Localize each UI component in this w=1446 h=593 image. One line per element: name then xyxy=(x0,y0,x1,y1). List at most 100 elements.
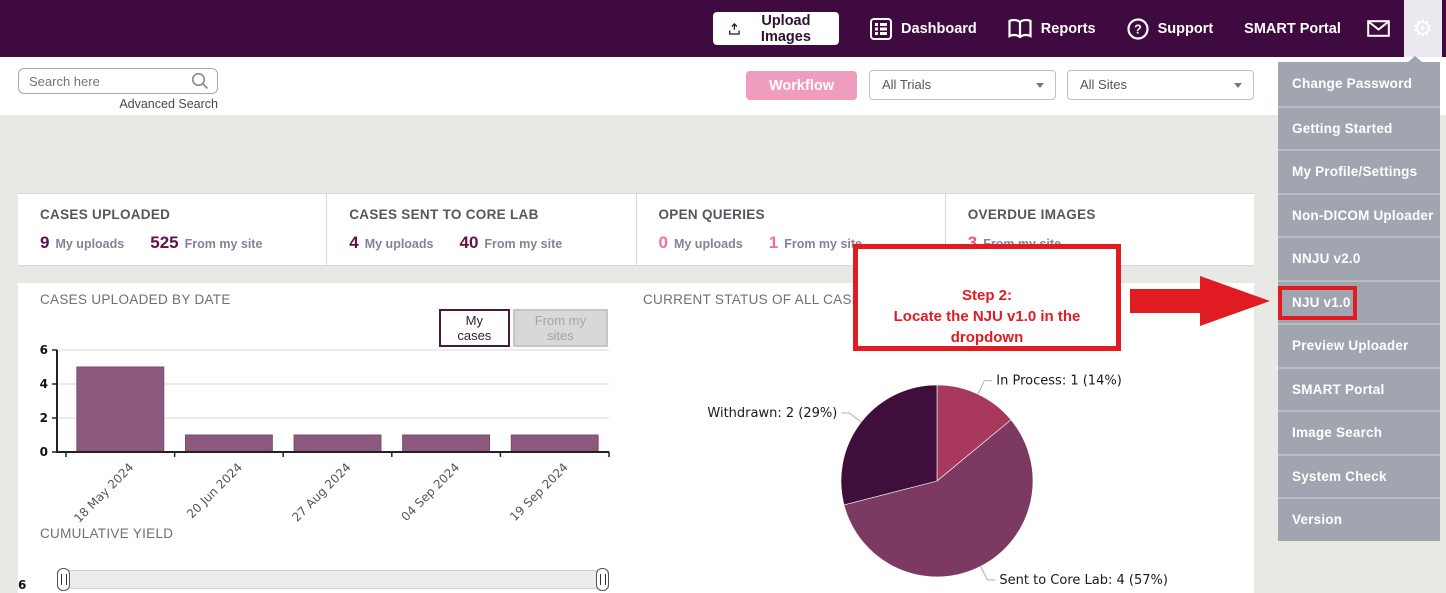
stat-card-cases-uploaded: CASES UPLOADED 9 My uploads 525 From my site xyxy=(18,194,328,265)
stat-card-title: OVERDUE IMAGES xyxy=(967,207,1096,222)
chevron-down-icon xyxy=(1234,83,1242,88)
search-icon[interactable] xyxy=(191,72,209,90)
workflow-button[interactable]: Workflow xyxy=(746,71,857,100)
menu-item-smart-portal[interactable]: SMART Portal xyxy=(1278,366,1440,411)
menu-item-preview-uploader[interactable]: Preview Uploader xyxy=(1278,323,1440,367)
slider-grip-icon xyxy=(60,574,67,585)
settings-dropdown-menu: Change Password Getting Started My Profile… xyxy=(1278,62,1440,541)
stat-value: 4 xyxy=(349,233,359,252)
pie-chart-title: CURRENT STATUS OF ALL CASES xyxy=(643,292,871,307)
svg-text:19 Sep 2024: 19 Sep 2024 xyxy=(507,460,571,524)
gear-icon: ⚙ xyxy=(1412,15,1434,41)
menu-item-change-password[interactable]: Change Password xyxy=(1278,62,1440,106)
stat-metrics: 0 My uploads 1 From my site xyxy=(659,233,945,253)
trials-dropdown[interactable]: All Trials xyxy=(869,70,1056,100)
svg-text:In Process: 1 (14%): In Process: 1 (14%) xyxy=(996,374,1121,389)
nav-item-label: SMART Portal xyxy=(1244,20,1341,37)
annotation-line: Locate the NJU v1.0 in the xyxy=(893,308,1081,325)
slider-handle-right[interactable] xyxy=(596,568,609,591)
dropdown-caret-icon xyxy=(1408,56,1422,62)
charts-panel: CASES UPLOADED BY DATE My cases From my s… xyxy=(18,283,1254,593)
red-arrow-right-icon xyxy=(1130,276,1270,326)
menu-item-nnju-v2-0[interactable]: NNJU v2.0 xyxy=(1278,236,1440,280)
stat-value: 0 xyxy=(658,233,668,252)
menu-item-nju-v1-0[interactable]: NJU v1.0 xyxy=(1278,279,1440,324)
support-icon: ? xyxy=(1126,17,1149,40)
nav-item-reports[interactable]: Reports xyxy=(1008,18,1096,39)
sites-dropdown[interactable]: All Sites xyxy=(1067,70,1254,100)
stat-metrics: 9 My uploads 525 From my site xyxy=(40,233,326,253)
nav-item-dashboard[interactable]: Dashboard xyxy=(870,17,977,40)
svg-text:?: ? xyxy=(1134,22,1142,36)
stat-value: 525 xyxy=(150,233,179,252)
nav-item-label: Support xyxy=(1157,20,1214,37)
upload-images-label: Upload Images xyxy=(760,12,811,45)
menu-item-system-check[interactable]: System Check xyxy=(1278,453,1440,498)
yield-axis-tick: 6 xyxy=(18,578,27,592)
upload-icon xyxy=(729,22,740,35)
stat-value: 3 xyxy=(967,233,978,252)
menu-item-label: Version xyxy=(1292,512,1343,528)
nav-item-label: Dashboard xyxy=(901,20,977,37)
stat-card-title: CASES UPLOADED xyxy=(40,207,171,222)
stat-card-open-queries: OPEN QUERIES 0 My uploads 1 From my site xyxy=(637,194,946,265)
svg-text:6: 6 xyxy=(40,344,48,357)
upload-images-button[interactable]: Upload Images xyxy=(713,12,840,45)
stat-value: 40 xyxy=(459,233,479,252)
menu-item-non-dicom-uploader[interactable]: Non-DICOM Uploader xyxy=(1278,192,1440,237)
svg-text:0: 0 xyxy=(40,445,48,459)
stat-value-label: From my site xyxy=(784,237,863,251)
stats-cards: CASES UPLOADED 9 My uploads 525 From my site… xyxy=(18,193,1254,266)
nav-settings-button[interactable]: ⚙ xyxy=(1403,0,1442,57)
stat-value: 1 xyxy=(768,233,779,252)
chart-toggle-group: My cases From my sites xyxy=(436,309,608,347)
menu-item-image-search[interactable]: Image Search xyxy=(1278,410,1440,454)
menu-item-label: SMART Portal xyxy=(1292,381,1385,397)
toggle-my-cases[interactable]: My cases xyxy=(439,309,510,347)
cases-uploaded-bar-chart: 0 2 4 6 18 May 2024 20 Jun 2024 27 Aug 2024 04 … xyxy=(40,344,610,525)
nav-mail-button[interactable] xyxy=(1367,20,1390,37)
search-input[interactable] xyxy=(18,68,218,94)
cumulative-yield-title: CUMULATIVE YIELD xyxy=(40,526,174,541)
stat-card-cases-sent-to-core-lab: CASES SENT TO CORE LAB 4 My uploads 40 From … xyxy=(327,194,637,265)
menu-item-my-profile-settings[interactable]: My Profile/Settings xyxy=(1278,149,1440,193)
toggle-from-my-sites[interactable]: From my sites xyxy=(512,309,608,347)
menu-item-label: Getting Started xyxy=(1292,120,1393,136)
menu-item-label: My Profile/Settings xyxy=(1292,164,1418,180)
stat-metrics: 4 My uploads 40 From my site xyxy=(349,233,635,253)
nav-item-support[interactable]: ? Support xyxy=(1126,17,1214,40)
menu-item-label: NNJU v2.0 xyxy=(1292,251,1361,267)
stat-card-title: CASES SENT TO CORE LAB xyxy=(349,207,539,222)
svg-text:27 Aug 2024: 27 Aug 2024 xyxy=(289,460,353,524)
bar-chart-title: CASES UPLOADED BY DATE xyxy=(40,292,231,307)
svg-text:4: 4 xyxy=(40,377,48,391)
svg-text:Withdrawn: 2 (29%): Withdrawn: 2 (29%) xyxy=(707,406,837,421)
menu-item-label: Change Password xyxy=(1292,76,1413,92)
dashboard-icon xyxy=(870,17,893,40)
toolbar: Advanced Search Workflow All Trials All … xyxy=(0,57,1446,115)
svg-text:18 May 2024: 18 May 2024 xyxy=(71,460,136,525)
stat-card-title: OPEN QUERIES xyxy=(658,207,765,222)
slider-handle-left[interactable] xyxy=(57,568,70,591)
svg-text:2: 2 xyxy=(40,411,48,425)
svg-text:04 Sep 2024: 04 Sep 2024 xyxy=(399,460,463,524)
menu-item-label: Image Search xyxy=(1292,425,1383,441)
stat-value-label: My uploads xyxy=(55,237,125,251)
stat-value-label: From my site xyxy=(184,237,263,251)
mail-icon xyxy=(1367,20,1390,37)
yield-range-slider[interactable] xyxy=(57,568,609,591)
menu-item-getting-started[interactable]: Getting Started xyxy=(1278,105,1440,150)
menu-item-version[interactable]: Version xyxy=(1278,497,1440,541)
menu-item-label: System Check xyxy=(1292,468,1387,484)
svg-text:Sent to Core Lab: 4 (57%): Sent to Core Lab: 4 (57%) xyxy=(999,573,1168,588)
menu-item-label: Non-DICOM Uploader xyxy=(1292,207,1434,223)
top-nav: Upload Images Dashboard Reports ? Suppor… xyxy=(0,0,1446,57)
nav-edge-strip xyxy=(1441,0,1446,57)
sites-dropdown-value: All Sites xyxy=(1080,77,1127,92)
nav-item-label: Reports xyxy=(1040,20,1096,37)
advanced-search-link[interactable]: Advanced Search xyxy=(119,97,218,111)
nav-item-smart-portal[interactable]: SMART Portal xyxy=(1244,21,1341,37)
slider-grip-icon xyxy=(599,574,606,585)
stat-value-label: From my site xyxy=(484,237,563,251)
stat-value-label: My uploads xyxy=(364,237,434,251)
